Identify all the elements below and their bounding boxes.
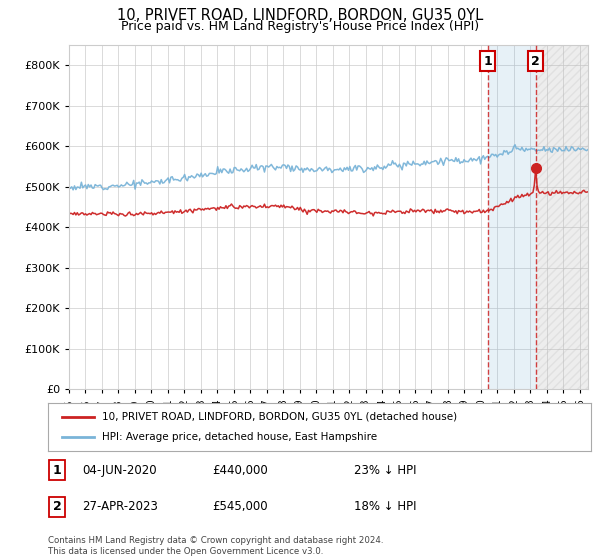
Text: 10, PRIVET ROAD, LINDFORD, BORDON, GU35 0YL: 10, PRIVET ROAD, LINDFORD, BORDON, GU35 … [117,8,483,24]
Text: 27-APR-2023: 27-APR-2023 [82,500,158,514]
Text: 1: 1 [53,464,61,477]
Text: 18% ↓ HPI: 18% ↓ HPI [354,500,416,514]
Text: 04-JUN-2020: 04-JUN-2020 [83,464,157,477]
Text: 23% ↓ HPI: 23% ↓ HPI [354,464,416,477]
Text: HPI: Average price, detached house, East Hampshire: HPI: Average price, detached house, East… [103,432,377,442]
Text: 1: 1 [484,54,492,68]
Text: 2: 2 [53,500,61,514]
Bar [488,45,536,389]
Text: 2: 2 [531,54,540,68]
Text: 10, PRIVET ROAD, LINDFORD, BORDON, GU35 0YL (detached house): 10, PRIVET ROAD, LINDFORD, BORDON, GU35 … [103,412,457,422]
Text: £545,000: £545,000 [212,500,268,514]
Bar [536,45,588,389]
Text: Contains HM Land Registry data © Crown copyright and database right 2024.
This d: Contains HM Land Registry data © Crown c… [48,536,383,556]
Text: Price paid vs. HM Land Registry's House Price Index (HPI): Price paid vs. HM Land Registry's House … [121,20,479,33]
Text: £440,000: £440,000 [212,464,268,477]
